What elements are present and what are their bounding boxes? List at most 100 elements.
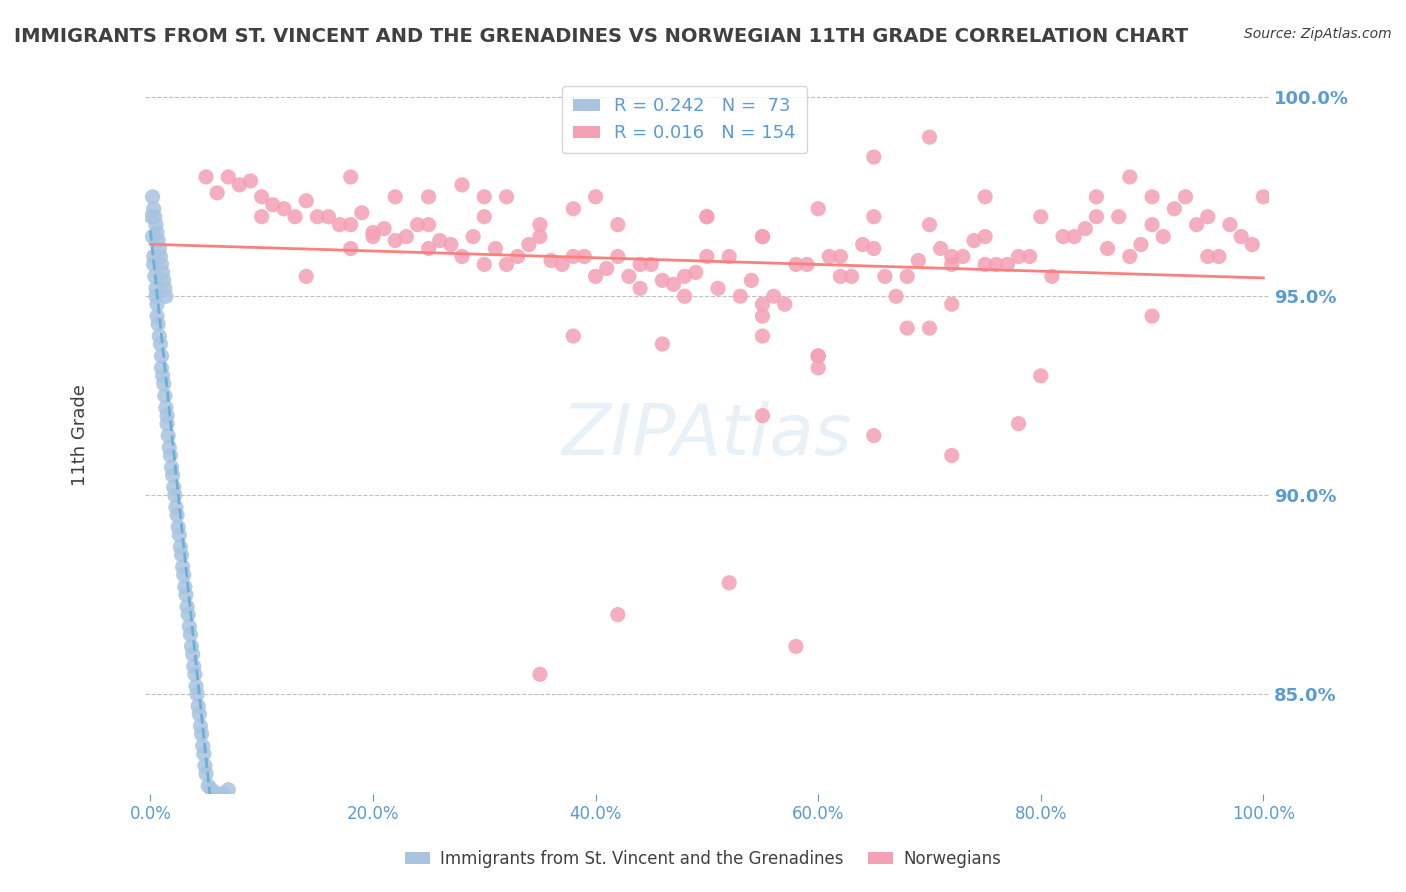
Point bbox=[651, 337, 673, 351]
Point bbox=[1174, 190, 1197, 204]
Point bbox=[540, 253, 562, 268]
Point bbox=[145, 281, 167, 295]
Point bbox=[718, 575, 741, 590]
Point bbox=[146, 234, 169, 248]
Point bbox=[562, 202, 585, 216]
Point bbox=[384, 190, 406, 204]
Point bbox=[751, 297, 773, 311]
Point bbox=[217, 782, 239, 797]
Point bbox=[406, 218, 429, 232]
Point bbox=[179, 627, 201, 641]
Point bbox=[796, 257, 818, 271]
Point bbox=[1241, 237, 1264, 252]
Point bbox=[463, 229, 485, 244]
Point bbox=[506, 250, 529, 264]
Point bbox=[200, 782, 222, 797]
Point bbox=[284, 210, 307, 224]
Point bbox=[696, 250, 718, 264]
Point bbox=[673, 269, 696, 284]
Point bbox=[186, 687, 208, 701]
Point bbox=[228, 178, 250, 192]
Point bbox=[153, 281, 176, 295]
Point bbox=[529, 218, 551, 232]
Point bbox=[262, 198, 284, 212]
Point bbox=[863, 150, 886, 164]
Point bbox=[142, 229, 165, 244]
Point bbox=[730, 289, 752, 303]
Point bbox=[217, 169, 239, 184]
Point bbox=[440, 237, 463, 252]
Point bbox=[596, 261, 619, 276]
Point bbox=[273, 202, 295, 216]
Point bbox=[170, 548, 193, 562]
Point bbox=[896, 321, 918, 335]
Point bbox=[1152, 229, 1174, 244]
Point bbox=[146, 309, 169, 323]
Point bbox=[395, 229, 418, 244]
Point bbox=[183, 659, 205, 673]
Point bbox=[863, 428, 886, 442]
Point bbox=[143, 210, 166, 224]
Point bbox=[873, 269, 896, 284]
Point bbox=[451, 178, 474, 192]
Point bbox=[606, 250, 628, 264]
Text: IMMIGRANTS FROM ST. VINCENT AND THE GRENADINES VS NORWEGIAN 11TH GRADE CORRELATI: IMMIGRANTS FROM ST. VINCENT AND THE GREN… bbox=[14, 27, 1188, 45]
Y-axis label: 11th Grade: 11th Grade bbox=[72, 384, 89, 486]
Point bbox=[162, 468, 184, 483]
Point bbox=[852, 237, 875, 252]
Point bbox=[155, 401, 177, 415]
Point bbox=[740, 273, 762, 287]
Point bbox=[1108, 210, 1130, 224]
Point bbox=[495, 257, 517, 271]
Point bbox=[974, 229, 997, 244]
Point bbox=[169, 528, 191, 542]
Point bbox=[146, 297, 169, 311]
Point bbox=[165, 500, 187, 515]
Point bbox=[807, 202, 830, 216]
Point bbox=[1074, 221, 1097, 235]
Point bbox=[974, 190, 997, 204]
Point bbox=[1029, 368, 1052, 383]
Point bbox=[373, 221, 395, 235]
Point bbox=[148, 329, 170, 343]
Point bbox=[152, 273, 174, 287]
Point bbox=[751, 329, 773, 343]
Point bbox=[1140, 309, 1163, 323]
Point bbox=[673, 289, 696, 303]
Point bbox=[751, 229, 773, 244]
Point bbox=[884, 289, 907, 303]
Point bbox=[1119, 169, 1142, 184]
Point bbox=[640, 257, 662, 271]
Point bbox=[751, 229, 773, 244]
Point bbox=[1029, 210, 1052, 224]
Point bbox=[585, 190, 607, 204]
Point bbox=[807, 349, 830, 363]
Point bbox=[418, 190, 440, 204]
Point bbox=[146, 226, 169, 240]
Point bbox=[841, 269, 863, 284]
Point bbox=[1140, 190, 1163, 204]
Point bbox=[1197, 250, 1219, 264]
Point bbox=[1163, 202, 1185, 216]
Point bbox=[143, 269, 166, 284]
Point bbox=[149, 250, 172, 264]
Point bbox=[1085, 210, 1108, 224]
Point bbox=[361, 229, 384, 244]
Point bbox=[863, 210, 886, 224]
Point bbox=[163, 488, 186, 502]
Point bbox=[1185, 218, 1208, 232]
Point bbox=[696, 210, 718, 224]
Point bbox=[250, 210, 273, 224]
Point bbox=[562, 329, 585, 343]
Point bbox=[1140, 218, 1163, 232]
Point bbox=[551, 257, 574, 271]
Point bbox=[179, 619, 201, 633]
Point bbox=[195, 766, 218, 780]
Point bbox=[155, 289, 177, 303]
Point bbox=[184, 667, 207, 681]
Point bbox=[617, 269, 640, 284]
Point bbox=[149, 337, 172, 351]
Point bbox=[918, 218, 941, 232]
Point bbox=[194, 759, 217, 773]
Point bbox=[785, 640, 807, 654]
